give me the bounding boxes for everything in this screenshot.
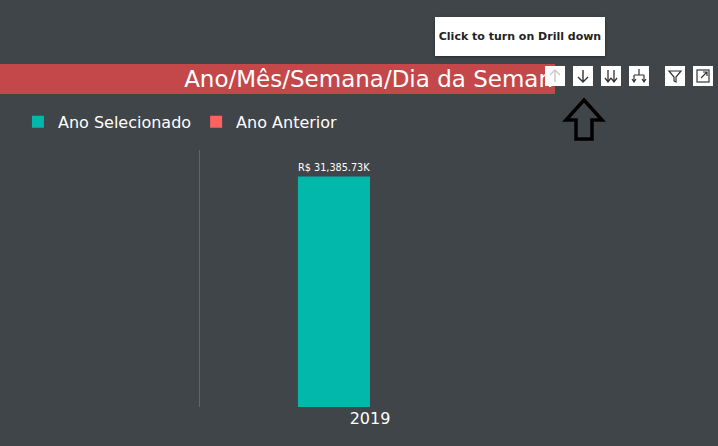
svg-text:Ano Selecionado: Ano Selecionado: [58, 113, 191, 132]
svg-text:2019: 2019: [350, 409, 391, 428]
svg-text:Ano Anterior: Ano Anterior: [236, 113, 337, 132]
html-text:Click to turn on Drill down: Click to turn on Drill down: [438, 30, 602, 43]
svg-text:Ano/Mês/Semana/Dia da Seman: Ano/Mês/Semana/Dia da Seman: [184, 66, 553, 92]
svg-text:R$ 31,385.73K: R$ 31,385.73K: [298, 162, 370, 173]
